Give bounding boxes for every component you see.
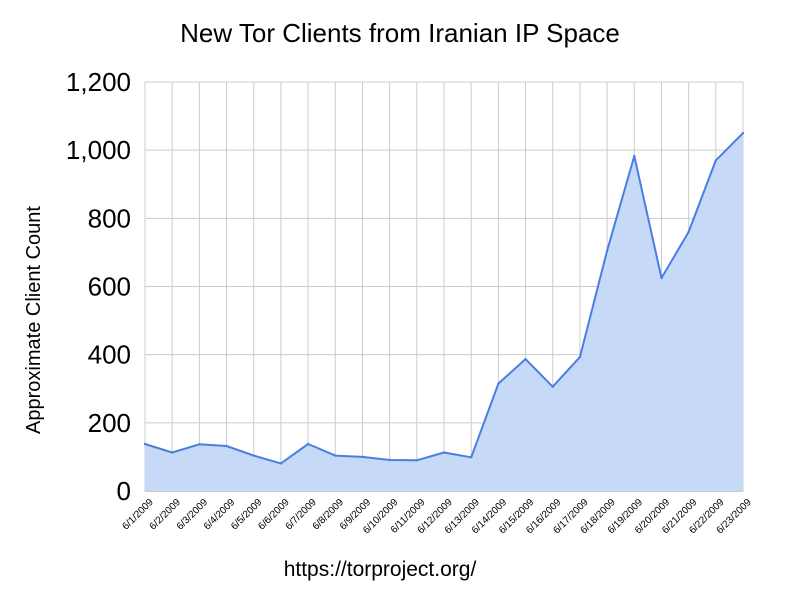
- y-tick-labels: 0 200 400 600 800 1,000 1,200: [66, 67, 131, 506]
- data-point: [551, 385, 554, 388]
- y-tick-label: 600: [88, 272, 131, 302]
- chart-title: New Tor Clients from Iranian IP Space: [180, 18, 620, 48]
- data-point: [633, 154, 636, 158]
- y-tick-label: 0: [117, 476, 131, 506]
- data-point: [279, 462, 283, 465]
- data-point: [470, 456, 473, 459]
- data-point: [497, 382, 500, 385]
- data-point: [388, 458, 391, 462]
- y-tick-label: 200: [88, 408, 131, 438]
- data-point: [714, 159, 717, 162]
- data-point: [334, 454, 337, 457]
- data-point: [198, 443, 201, 446]
- y-tick-label: 1,200: [66, 67, 131, 97]
- x-tick-labels: 6/1/20096/2/20096/3/20096/4/20096/5/2009…: [120, 497, 754, 537]
- data-point: [143, 442, 147, 446]
- data-point: [524, 357, 527, 361]
- y-tick-label: 400: [88, 340, 131, 370]
- footer-url: https://torproject.org/: [283, 558, 477, 581]
- data-point: [306, 442, 310, 446]
- data-point: [361, 455, 364, 459]
- area-fill: [145, 133, 743, 491]
- data-point: [442, 451, 446, 454]
- data-point: [660, 276, 663, 280]
- y-tick-label: 1,000: [66, 135, 131, 165]
- data-point: [225, 444, 228, 448]
- data-point: [741, 131, 745, 135]
- area-series: [143, 131, 745, 491]
- data-point: [252, 454, 255, 457]
- y-tick-label: 800: [88, 203, 131, 233]
- data-point: [605, 249, 609, 252]
- data-point: [578, 355, 582, 359]
- data-point: [687, 230, 690, 234]
- y-axis-title: Approximate Client Count: [23, 206, 45, 434]
- data-point: [415, 459, 418, 462]
- data-point: [171, 451, 174, 454]
